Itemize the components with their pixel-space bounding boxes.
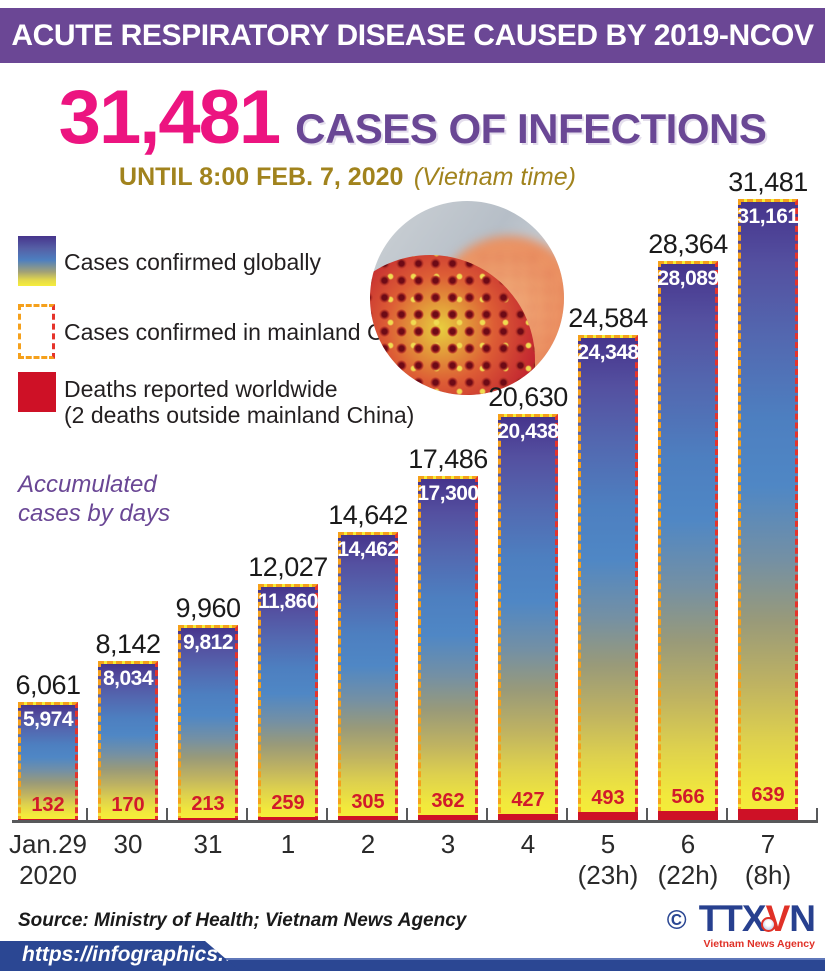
ttxvn-logo-subtitle: Vietnam News Agency [703, 938, 815, 950]
deaths-count-label: 170 [111, 794, 145, 816]
hero-subtitle: UNTIL 8:00 FEB. 7, 2020 (Vietnam time) [0, 163, 695, 192]
china-cases-label: 11,860 [257, 590, 319, 613]
axis-tick [566, 808, 568, 821]
deaths-strip [418, 815, 478, 822]
bar-day-7: 31,481 31,161 639 [728, 167, 808, 822]
axis-tick [86, 808, 88, 821]
deaths-count-label: 493 [591, 787, 625, 809]
x-axis-label: 4 [520, 829, 536, 859]
axis-tick [726, 808, 728, 821]
axis-tick [816, 808, 818, 821]
bar-day-31: 9,960 9,812 213 [175, 593, 241, 822]
infographics-url[interactable]: https://infographics.vn [22, 943, 249, 966]
axis-tick [326, 808, 328, 821]
legend-label-deaths-line2: (2 deaths outside mainland China) [64, 402, 415, 428]
bar-day-Jan-29: 6,061 5,974 132 [15, 670, 81, 822]
hero-case-count: 31,481 [58, 75, 281, 160]
x-axis-label: Jan.29 2020 [8, 829, 88, 890]
x-axis-label: 30 [113, 829, 143, 859]
deaths-strip [658, 811, 718, 822]
ttxvn-logo-text: TTXVN [698, 898, 816, 939]
x-axis-label: 31 [193, 829, 223, 859]
china-cases-label: 31,161 [737, 205, 799, 228]
global-cases-label: 8,142 [95, 629, 161, 659]
bar-day-1: 12,027 11,860 259 [248, 552, 328, 822]
global-cases-label: 17,486 [408, 444, 488, 474]
x-axis-label: 5 (23h) [577, 829, 639, 890]
china-cases-label: 9,812 [182, 631, 234, 654]
deaths-count-label: 132 [31, 794, 65, 816]
hero-title: 31,481 CASES OF INFECTIONS [0, 74, 825, 161]
global-cases-label: 9,960 [175, 593, 241, 623]
subtitle-timezone: (Vietnam time) [413, 163, 576, 191]
deaths-count-label: 639 [751, 784, 785, 806]
deaths-strip [578, 812, 638, 822]
global-cases-label: 24,584 [568, 303, 648, 333]
global-cases-label: 20,630 [488, 382, 568, 412]
x-axis-label: 7 (8h) [744, 829, 792, 890]
source-text: Source: Ministry of Health; Vietnam News… [18, 910, 467, 931]
x-axis-label: 6 (22h) [657, 829, 719, 890]
deaths-strip [338, 816, 398, 822]
copyright-icon: © [666, 905, 687, 935]
bar-day-3: 17,486 17,300 362 [408, 444, 488, 822]
global-cases-label: 12,027 [248, 552, 328, 582]
hero-case-label: CASES OF INFECTIONS [295, 105, 767, 152]
url-banner[interactable]: https://infographics.vn [0, 941, 249, 971]
deaths-strip [738, 809, 798, 822]
deaths-count-label: 213 [191, 793, 225, 815]
legend-label-deaths: Deaths reported worldwide (2 deaths outs… [64, 376, 414, 428]
china-cases-label: 24,348 [577, 341, 639, 364]
global-cases-label: 6,061 [15, 670, 81, 700]
axis-tick [486, 808, 488, 821]
header-band: ACUTE RESPIRATORY DISEASE CAUSED BY 2019… [0, 8, 825, 63]
deaths-count-label: 566 [671, 786, 705, 808]
global-cases-label: 31,481 [728, 167, 808, 197]
deaths-count-label: 305 [351, 791, 385, 813]
deaths-count-label: 362 [431, 790, 465, 812]
china-cases-label: 8,034 [102, 667, 154, 690]
global-cases-label: 14,642 [328, 500, 408, 530]
x-axis-label: 3 [440, 829, 456, 859]
bar-day-6: 28,364 28,089 566 [648, 229, 728, 822]
legend-label-deaths-line1: Deaths reported worldwide [64, 376, 338, 402]
china-cases-label: 20,438 [497, 420, 559, 443]
axis-tick [246, 808, 248, 821]
axis-tick [406, 808, 408, 821]
china-cases-label: 5,974 [22, 708, 74, 731]
global-cases-label: 28,364 [648, 229, 728, 259]
virus-photo [370, 201, 564, 395]
x-axis-label: 1 [280, 829, 296, 859]
legend-swatch-china [18, 304, 55, 359]
deaths-count-label: 259 [271, 792, 305, 814]
deaths-count-label: 427 [511, 789, 545, 811]
bar-day-2: 14,642 14,462 305 [328, 500, 408, 822]
legend-label-global: Cases confirmed globally [64, 249, 321, 275]
legend-swatch-global [18, 236, 56, 286]
deaths-strip [498, 814, 558, 822]
axis-tick [646, 808, 648, 821]
header-title: ACUTE RESPIRATORY DISEASE CAUSED BY 2019… [11, 18, 814, 52]
chart-note: Accumulated cases by days [18, 470, 170, 528]
bar-day-5: 24,584 24,348 493 [568, 303, 648, 822]
ttxvn-logo: © TTXVN Vietnam News Agency [666, 898, 816, 950]
bar-day-30: 8,142 8,034 170 [95, 629, 161, 822]
bar-day-4: 20,630 20,438 427 [488, 382, 568, 822]
globe-icon [760, 917, 776, 932]
x-axis-label: 2 [360, 829, 376, 859]
chart-note-line2: cases by days [18, 500, 171, 527]
chart-note-line1: Accumulated [18, 471, 157, 498]
subtitle-time: UNTIL 8:00 FEB. 7, 2020 [119, 163, 404, 191]
deaths-strip [258, 817, 318, 822]
china-cases-label: 14,462 [337, 538, 399, 561]
legend-swatch-deaths [18, 372, 56, 412]
china-cases-label: 28,089 [657, 267, 719, 290]
x-axis-line [12, 820, 818, 823]
china-cases-label: 17,300 [417, 482, 479, 505]
axis-tick [166, 808, 168, 821]
legend-label-china: Cases confirmed in mainland China [64, 319, 428, 345]
